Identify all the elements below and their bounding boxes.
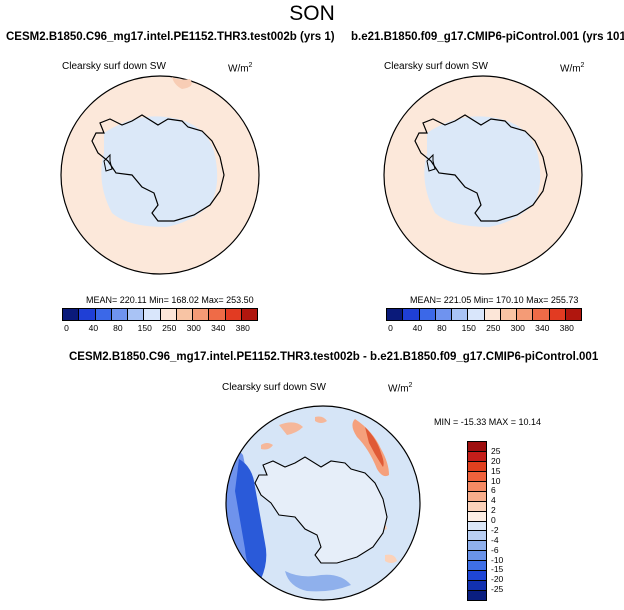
left-colorbar-ticks: 0 40 80 150 250 300 340 380 xyxy=(64,323,250,333)
diff-colorbar-swatch xyxy=(468,491,486,502)
diff-colorbar-swatch xyxy=(468,561,486,572)
right-colorbar: 0 40 80 150 250 300 340 380 xyxy=(386,308,582,333)
colorbar-swatch xyxy=(500,309,517,320)
right-antarctica-coast xyxy=(414,114,548,222)
left-warm-patch xyxy=(172,77,192,89)
diff-colorbar-tick-label: -25 xyxy=(491,584,504,595)
diff-colorbar-swatch xyxy=(468,461,486,472)
left-colorbar-swatches xyxy=(62,308,258,321)
diff-colorbar-swatch xyxy=(468,591,486,600)
right-units: W/m2 xyxy=(560,62,585,75)
diff-colorbar-tick-label: -6 xyxy=(491,544,499,555)
colorbar-swatch xyxy=(549,309,566,320)
left-case-name: CESM2.B1850.C96_mg17.intel.PE1152.THR3.t… xyxy=(6,31,335,43)
left-units: W/m2 xyxy=(228,62,253,75)
diff-colorbar-swatches xyxy=(467,441,487,601)
diff-colorbar-swatch xyxy=(468,541,486,552)
diff-colorbar-tick-label: 4 xyxy=(491,495,496,506)
colorbar-swatch xyxy=(95,309,112,320)
diff-colorbar-swatch xyxy=(468,571,486,582)
colorbar-swatch xyxy=(452,309,469,320)
diff-colorbar xyxy=(467,441,487,601)
right-polar-map xyxy=(383,75,583,275)
colorbar-swatch xyxy=(79,309,96,320)
diff-colorbar-tick-label: 6 xyxy=(491,485,496,496)
left-cool-region xyxy=(101,116,218,227)
diff-colorbar-swatch xyxy=(468,501,486,512)
diff-colorbar-swatch xyxy=(468,451,486,462)
diff-colorbar-swatch xyxy=(468,551,486,562)
colorbar-swatch xyxy=(387,309,404,320)
diff-colorbar-tick-label: 15 xyxy=(491,465,501,476)
right-colorbar-ticks: 0 40 80 150 250 300 340 380 xyxy=(388,323,574,333)
diff-colorbar-tick-label: 0 xyxy=(491,515,496,525)
diff-colorbar-swatch xyxy=(468,581,486,592)
diff-map-border xyxy=(225,405,421,601)
diff-colorbar-swatch xyxy=(468,531,486,542)
diff-units: W/m2 xyxy=(388,382,413,395)
colorbar-swatch xyxy=(111,309,128,320)
diff-variable-label: Clearsky surf down SW xyxy=(222,382,326,393)
colorbar-swatch xyxy=(160,309,177,320)
diff-stats: MIN = -15.33 MAX = 10.14 xyxy=(434,417,542,427)
colorbar-swatch xyxy=(63,309,80,320)
colorbar-swatch xyxy=(128,309,145,320)
diff-positive-core xyxy=(365,427,384,467)
diff-antarctica-coast xyxy=(254,456,388,564)
colorbar-swatch xyxy=(241,309,257,320)
colorbar-swatch xyxy=(144,309,161,320)
diff-colorbar-tick-label: 20 xyxy=(491,455,501,466)
diff-south-blue xyxy=(285,571,351,592)
right-peninsula xyxy=(426,153,436,172)
right-case-name: b.e21.B1850.f09_g17.CMIP6-piControl.001 … xyxy=(351,31,624,43)
left-antarctica-coast xyxy=(91,114,225,222)
left-variable-label: Clearsky surf down SW xyxy=(62,61,166,72)
diff-warm-spots xyxy=(261,416,327,450)
colorbar-swatch xyxy=(209,309,226,320)
diff-negative-band-core xyxy=(235,459,267,579)
diff-colorbar-tick-label: -20 xyxy=(491,574,504,585)
colorbar-swatch xyxy=(193,309,210,320)
diff-colorbar-swatch xyxy=(468,521,486,532)
right-cool-region xyxy=(424,116,541,227)
diff-colorbar-swatch xyxy=(468,481,486,492)
right-colorbar-swatches xyxy=(386,308,582,321)
diff-colorbar-swatch xyxy=(468,471,486,482)
colorbar-swatch xyxy=(484,309,501,320)
colorbar-swatch xyxy=(533,309,550,320)
diff-colorbar-tick-label: -10 xyxy=(491,554,504,565)
colorbar-swatch xyxy=(435,309,452,320)
colorbar-swatch xyxy=(419,309,436,320)
colorbar-swatch xyxy=(565,309,581,320)
right-stats: MEAN= 221.05 Min= 170.10 Max= 255.73 xyxy=(410,295,579,305)
diff-colorbar-tick-label: -4 xyxy=(491,534,499,545)
colorbar-swatch xyxy=(403,309,420,320)
diff-colorbar-tick-label: 2 xyxy=(491,505,496,516)
diff-colorbar-tick-label: -15 xyxy=(491,564,504,575)
colorbar-swatch xyxy=(176,309,193,320)
left-polar-map xyxy=(60,75,260,275)
diff-polar-map xyxy=(225,405,421,601)
colorbar-swatch xyxy=(225,309,242,320)
diff-colorbar-ticks: 25 20 15 10 6 4 2 0 -2 -4 -6 -10 -15 -20 -25 xyxy=(491,441,521,601)
colorbar-swatch xyxy=(468,309,485,320)
colorbar-swatch xyxy=(517,309,534,320)
diff-colorbar-tick-label: -2 xyxy=(491,524,499,535)
right-variable-label: Clearsky surf down SW xyxy=(384,61,488,72)
diff-case-name: CESM2.B1850.C96_mg17.intel.PE1152.THR3.t… xyxy=(69,351,599,363)
page-title: SON xyxy=(289,2,335,25)
left-stats: MEAN= 220.11 Min= 168.02 Max= 253.50 xyxy=(86,295,254,305)
diff-colorbar-swatch xyxy=(468,511,486,522)
diff-colorbar-swatch xyxy=(468,442,486,452)
left-colorbar: 0 40 80 150 250 300 340 380 xyxy=(62,308,258,333)
diff-colorbar-tick-label: 10 xyxy=(491,475,501,486)
left-peninsula xyxy=(103,153,113,172)
diff-colorbar-tick-label: 25 xyxy=(491,445,501,456)
